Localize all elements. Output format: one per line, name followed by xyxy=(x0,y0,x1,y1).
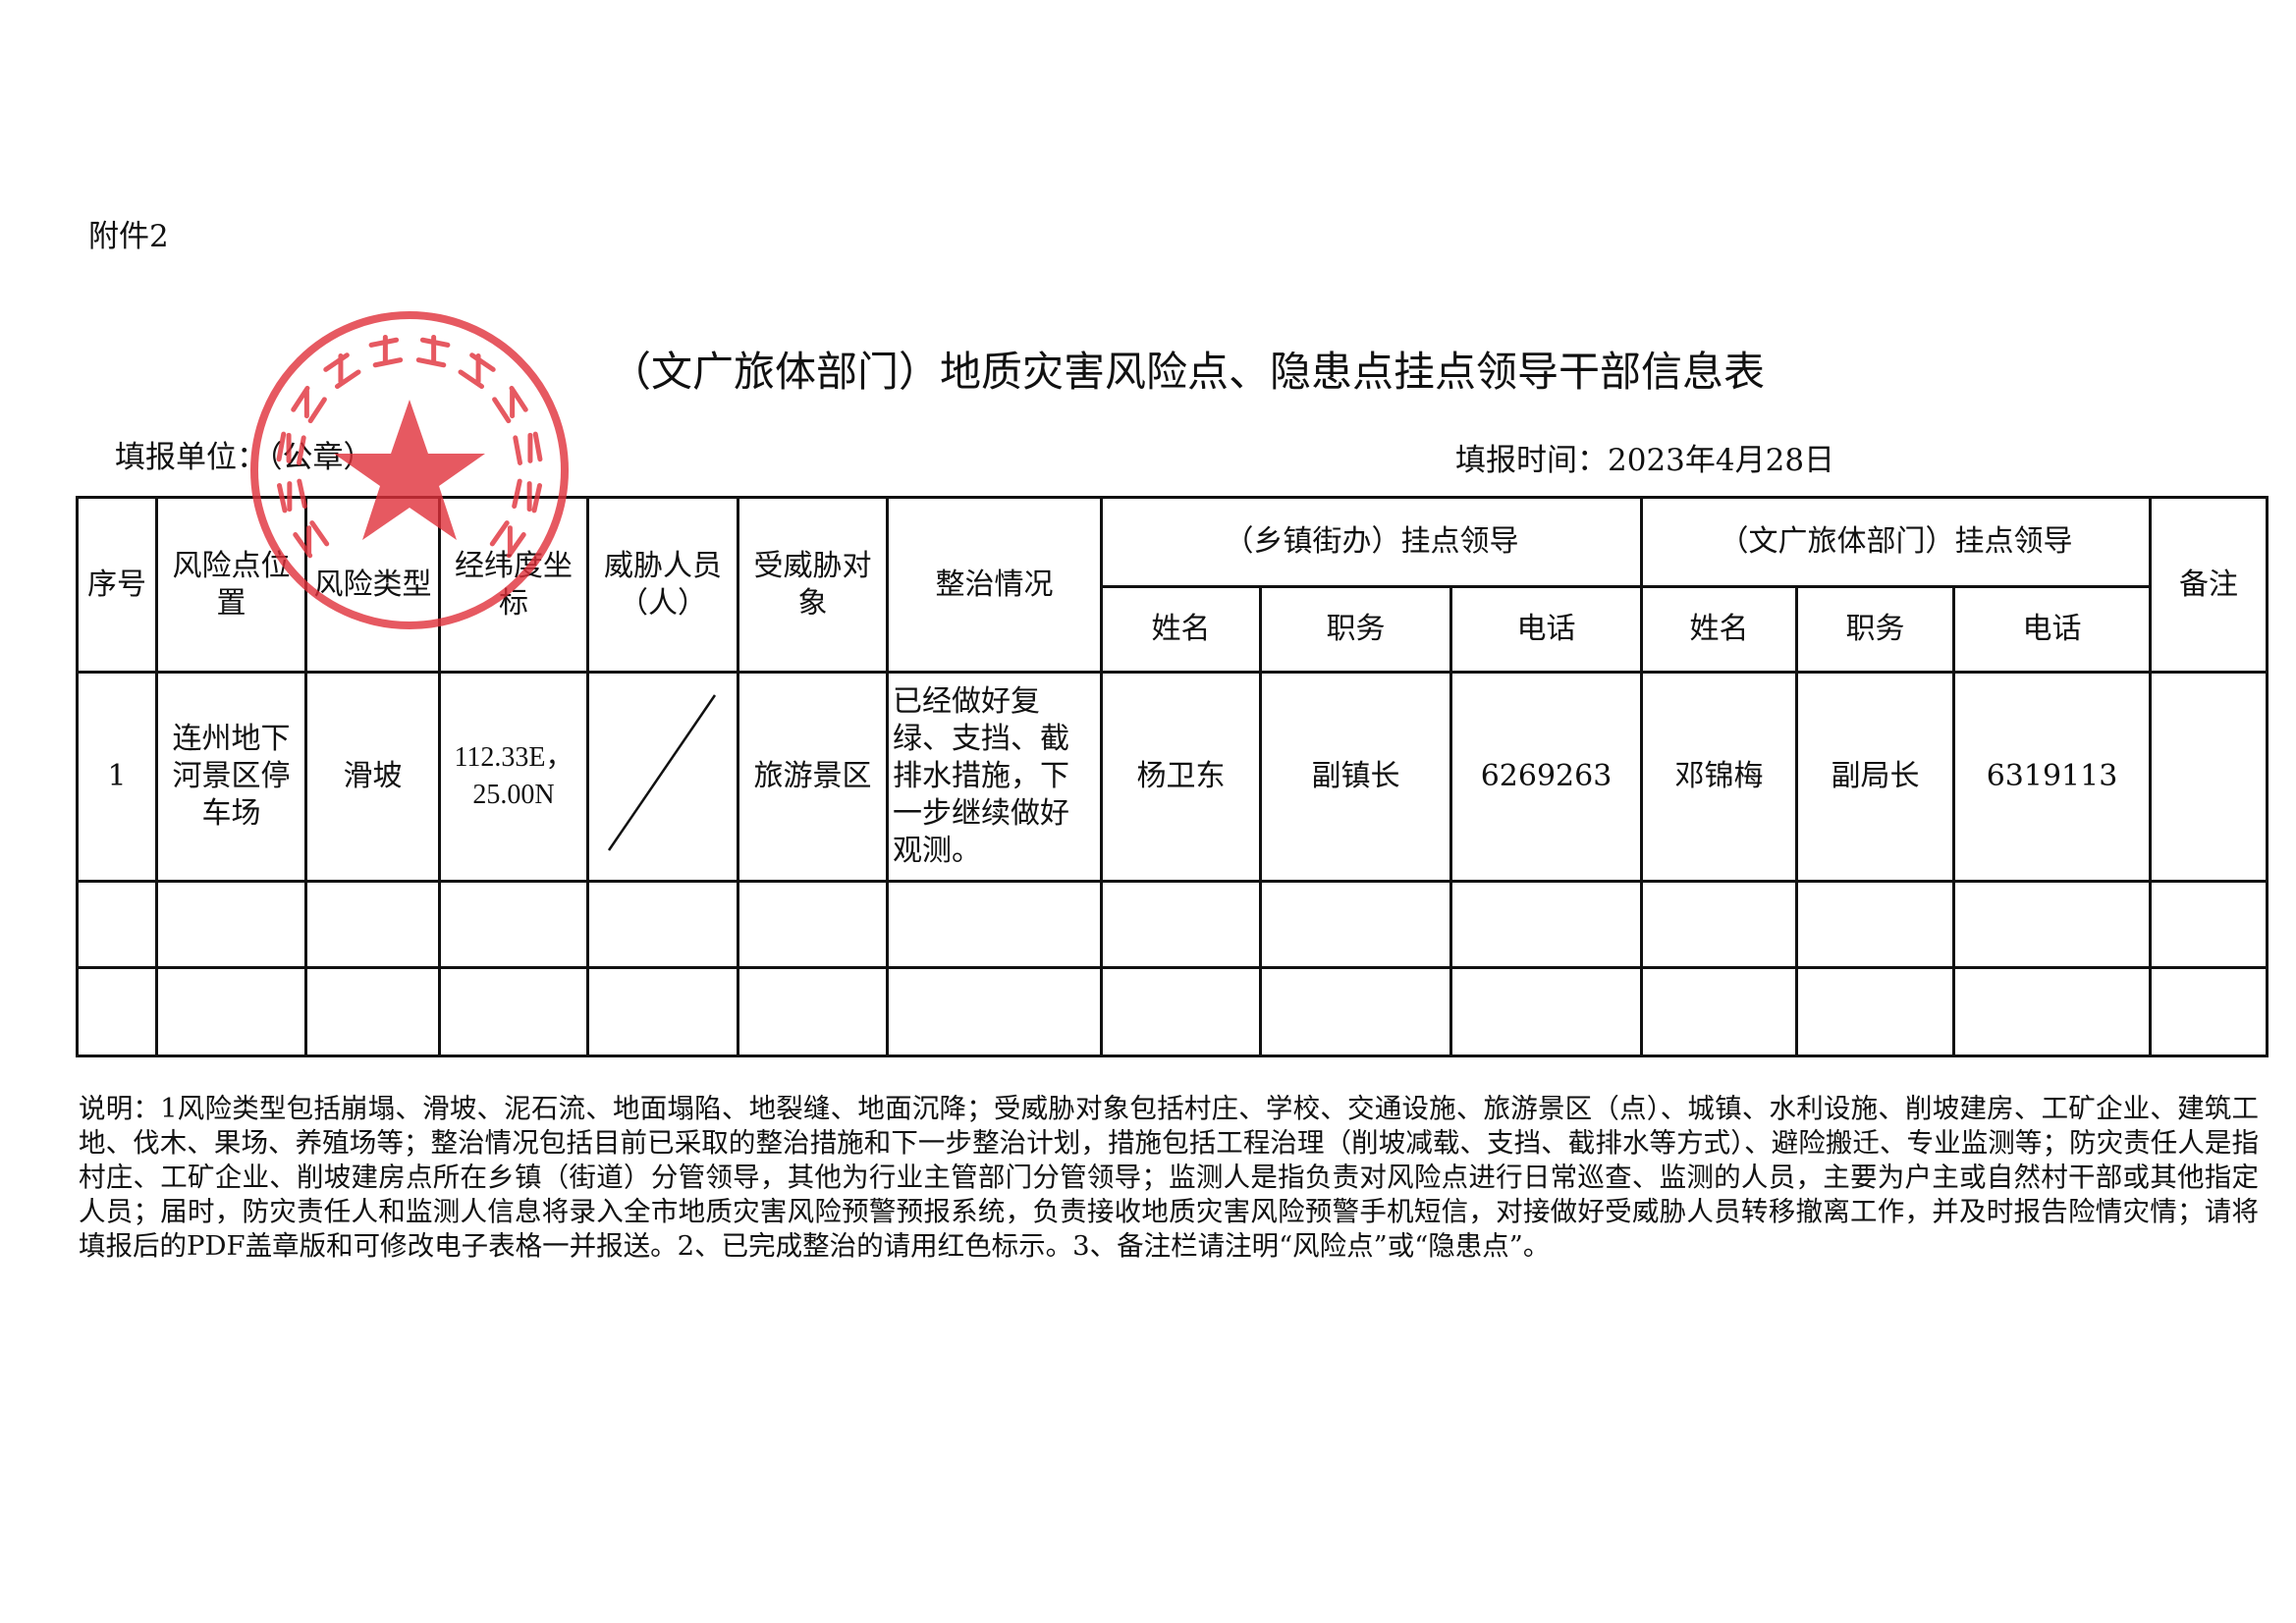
cell-location: 连州地下河景区停车场 xyxy=(155,671,307,883)
cell-town-name: 杨卫东 xyxy=(1100,671,1262,883)
fill-time: 填报时间：2023年4月28日 xyxy=(1455,443,1835,478)
cell-no: 1 xyxy=(76,671,158,883)
notes: 说明：1风险类型包括崩塌、滑坡、泥石流、地面塌陷、地裂缝、地面沉降；受威胁对象包… xyxy=(79,1093,2259,1262)
header-object: 受威胁对象 xyxy=(737,496,889,674)
header-coords: 经纬度坐标 xyxy=(438,496,589,674)
header-threatened-people: 威胁人员（人） xyxy=(586,496,739,674)
cell-town-title: 副镇长 xyxy=(1259,671,1452,883)
cell-dept-phone: 6319113 xyxy=(1952,671,2152,883)
table-row-empty xyxy=(76,880,2269,969)
attachment-label: 附件2 xyxy=(88,219,169,254)
subheader-title: 职务 xyxy=(1259,585,1452,674)
cell-type: 滑坡 xyxy=(304,671,441,883)
seal-glyph-mark xyxy=(513,431,543,465)
diagonal-slash xyxy=(607,694,717,851)
header-type: 风险类型 xyxy=(304,496,441,674)
cell-dept-name: 邓锦梅 xyxy=(1640,671,1798,883)
header-remark: 备注 xyxy=(2149,496,2269,674)
subheader-phone: 电话 xyxy=(1449,585,1643,674)
header-no: 序号 xyxy=(76,496,158,674)
header-town-leader: （乡镇街办）挂点领导 xyxy=(1100,496,1643,588)
cell-coords: 112.33E，25.00N xyxy=(438,671,589,883)
subheader-phone: 电话 xyxy=(1952,585,2152,674)
subheader-name: 姓名 xyxy=(1640,585,1798,674)
table-row-empty xyxy=(76,966,2269,1057)
cell-town-phone: 6269263 xyxy=(1449,671,1643,883)
subheader-title: 职务 xyxy=(1795,585,1955,674)
cell-remark xyxy=(2149,671,2269,883)
header-dept-leader: （文广旅体部门）挂点领导 xyxy=(1640,496,2152,588)
page-title: （文广旅体部门）地质灾害风险点、隐患点挂点领导干部信息表 xyxy=(609,348,1765,396)
header-remediation: 整治情况 xyxy=(886,496,1103,674)
cell-threatened-people xyxy=(586,671,739,883)
cell-object: 旅游景区 xyxy=(737,671,889,883)
table-row: 1 连州地下河景区停车场 滑坡 112.33E，25.00N 旅游景区 已经做好… xyxy=(76,671,2269,883)
fill-unit: 填报单位：（公章） xyxy=(115,440,374,475)
cell-remediation: 已经做好复绿、支挡、截排水措施，下一步继续做好观测。 xyxy=(886,671,1103,883)
info-table: 序号 风险点位置 风险类型 经纬度坐标 威胁人员（人） 受威胁对象 整治情况 （… xyxy=(76,496,2269,1057)
header-location: 风险点位置 xyxy=(155,496,307,674)
cell-dept-title: 副局长 xyxy=(1795,671,1955,883)
subheader-name: 姓名 xyxy=(1100,585,1262,674)
